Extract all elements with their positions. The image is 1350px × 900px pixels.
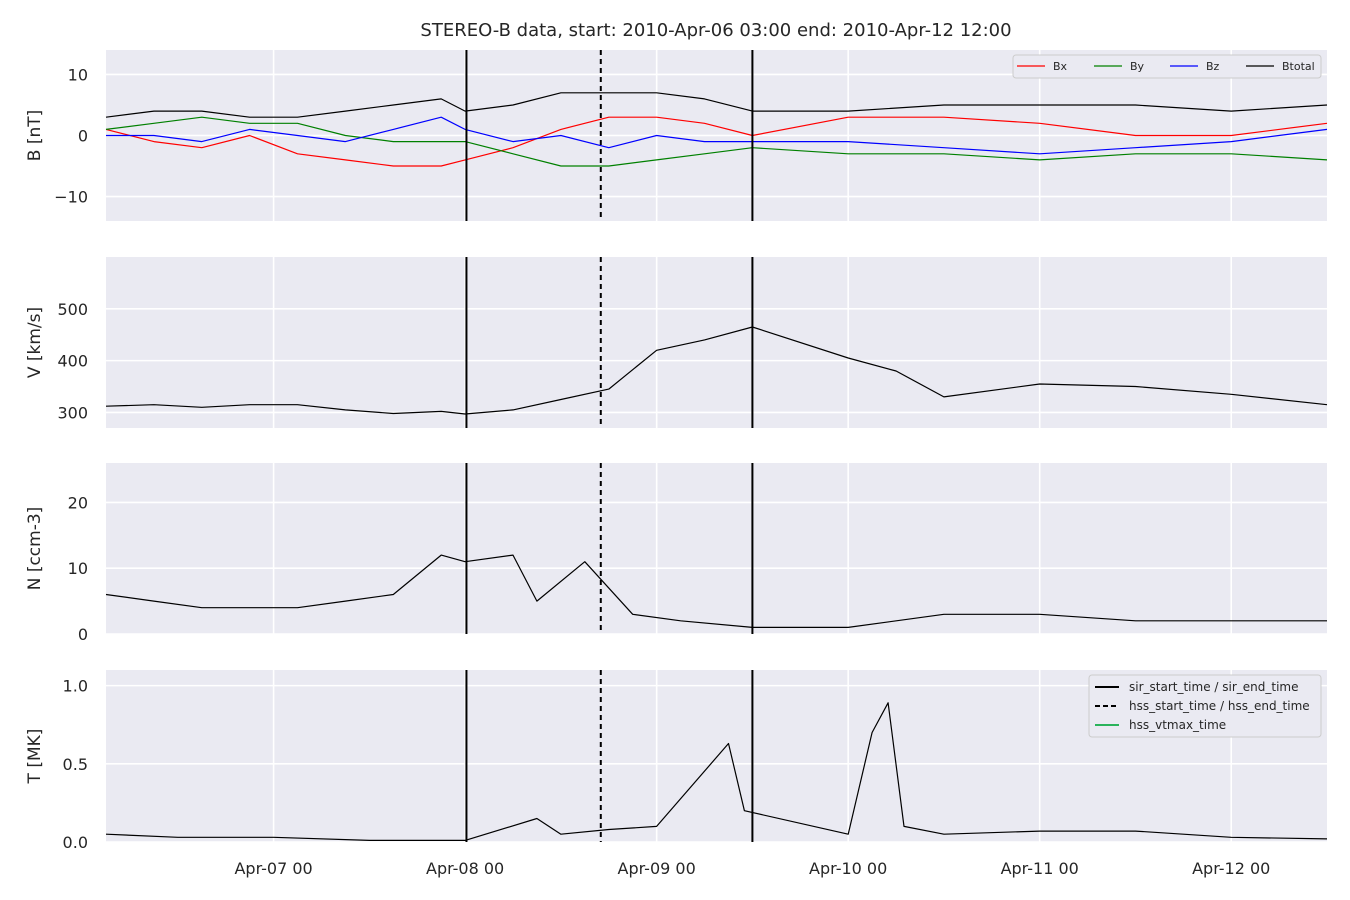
x-tick-label: Apr-08 00 [426,859,504,878]
y-tick-label: 20 [68,493,88,512]
legend-label: hss_start_time / hss_end_time [1129,699,1310,713]
legend-label: Bx [1053,60,1068,73]
legend-label: sir_start_time / sir_end_time [1129,680,1299,694]
y-tick-label: 300 [57,403,88,422]
y-axis-label: V [km/s] [25,307,45,378]
series-btotal [105,92,1328,118]
panel-V: 300 400 500 V [km/s] [25,257,1328,428]
y-axis-label: B [nT] [25,110,45,162]
x-tick-label: Apr-07 00 [234,859,312,878]
y-tick-label: 500 [57,300,88,319]
x-tick-label: Apr-11 00 [1001,859,1079,878]
y-axis-label: T [MK] [25,729,45,785]
plot-area [106,463,1327,634]
y-tick-label: 0 [78,127,88,146]
legend-label: Bz [1206,60,1220,73]
series-bz [106,116,1328,155]
plot-area [106,257,1327,428]
y-tick-label: 10 [68,65,88,84]
series-bx [105,116,1328,167]
x-tick-label: Apr-12 00 [1192,859,1270,878]
legend-label: hss_vtmax_time [1129,718,1226,732]
chart-title: STEREO-B data, start: 2010-Apr-06 03:00 … [420,20,1011,41]
x-axis: Apr-07 00 Apr-08 00 Apr-09 00 Apr-10 00 Apr-… [234,859,1270,878]
legend-b: Bx By Bz Btotal [1012,54,1322,79]
panel-T: 0.0 0.5 1.0 T [MK] sir_start_time / sir_end_… [25,670,1328,852]
legend-label: By [1130,60,1145,73]
y-tick-label: 400 [57,352,88,371]
x-tick-label: Apr-10 00 [809,859,887,878]
y-tick-label: 0.0 [63,833,88,852]
y-tick-label: 10 [68,559,88,578]
y-tick-label: 0.5 [63,755,88,774]
y-tick-label: 0 [78,625,88,644]
panel-B: −10 0 10 B [nT] Bx By Bz Btotal [25,50,1328,221]
x-tick-label: Apr-09 00 [618,859,696,878]
legend-t: sir_start_time / sir_end_time hss_start_t… [1088,674,1322,738]
y-tick-label: −10 [54,188,88,207]
series-by [105,116,1328,167]
y-tick-label: 1.0 [63,677,88,696]
legend-label: Btotal [1282,60,1315,73]
y-axis-label: N [ccm-3] [25,507,45,591]
series-v [105,326,1328,415]
panel-N: 0 10 20 N [ccm-3] [25,463,1327,644]
series-t [105,702,1328,842]
panels: −10 0 10 B [nT] Bx By Bz Btotal 300 400 500 V [km/s… [25,50,1328,852]
series-n [105,554,1327,629]
